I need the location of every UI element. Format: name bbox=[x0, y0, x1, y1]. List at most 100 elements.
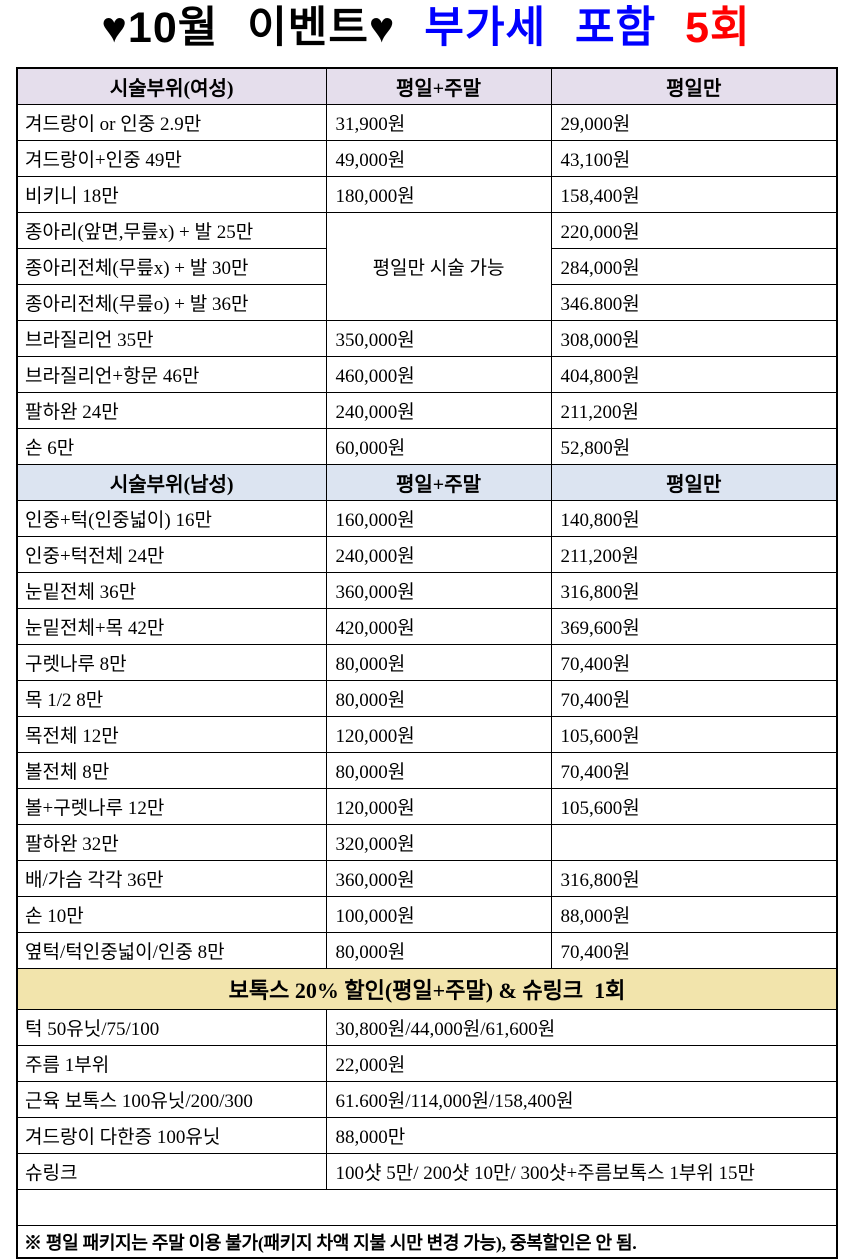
men-price-row: 옆턱/턱인중넓이/인중 8만 80,000원 70,400원 bbox=[16, 932, 838, 970]
botox-price-row: 주름 1부위 22,000원 bbox=[16, 1045, 838, 1083]
price-weekday-only-cell: 70,400원 bbox=[550, 752, 838, 790]
price-weekday-weekend-cell: 80,000원 bbox=[325, 932, 552, 970]
price-weekday-weekend-cell: 460,000원 bbox=[325, 356, 552, 394]
price-weekday-only-cell: 404,800원 bbox=[550, 356, 838, 394]
women-section-header-cell: 평일만 bbox=[550, 67, 838, 106]
price-weekday-weekend-cell: 80,000원 bbox=[325, 752, 552, 790]
men-price-row: 구렛나루 8만 80,000원 70,400원 bbox=[16, 644, 838, 682]
men-price-row: 손 10만 100,000원 88,000원 bbox=[16, 896, 838, 934]
price-weekday-only-cell: 211,200원 bbox=[550, 536, 838, 574]
procedure-cell: 목 1/2 8만 bbox=[16, 680, 327, 718]
women-price-row: 브라질리언 35만 350,000원 308,000원 bbox=[16, 320, 838, 358]
procedure-cell: 목전체 12만 bbox=[16, 716, 327, 754]
price-weekday-weekend-cell: 240,000원 bbox=[325, 536, 552, 574]
men-price-row: 목전체 12만 120,000원 105,600원 bbox=[16, 716, 838, 754]
botox-price-row: 슈링크 100샷 5만/ 200샷 10만/ 300샷+주름보톡스 1부위 15만 bbox=[16, 1153, 838, 1191]
procedure-cell: 팔하완 32만 bbox=[16, 824, 327, 862]
procedure-cell: 인중+턱전체 24만 bbox=[16, 536, 327, 574]
procedure-cell: 브라질리언 35만 bbox=[16, 320, 327, 358]
price-table-body: 시술부위(여성) 평일+주말 평일만 겨드랑이 or 인중 2.9만 31,900원 29… bbox=[16, 67, 838, 1259]
price-weekday-only-cell: 369,600원 bbox=[550, 608, 838, 646]
women-section-header-cell: 평일+주말 bbox=[325, 67, 552, 106]
price-weekday-weekend-cell: 49,000원 bbox=[325, 140, 552, 178]
procedure-cell: 비키니 18만 bbox=[16, 176, 327, 214]
procedure-cell: 브라질리언+항문 46만 bbox=[16, 356, 327, 394]
price-cell: 22,000원 bbox=[325, 1045, 838, 1083]
men-section-header-cell: 평일만 bbox=[550, 464, 838, 502]
page-title: ♥10월 이벤트♥ 부가세 포함 5회 bbox=[0, 0, 852, 53]
empty-row bbox=[16, 1189, 838, 1227]
price-weekday-weekend-cell: 160,000원 bbox=[325, 500, 552, 538]
procedure-cell: 겨드랑이 다한증 100유닛 bbox=[16, 1117, 327, 1155]
men-price-row: 볼전체 8만 80,000원 70,400원 bbox=[16, 752, 838, 790]
procedure-cell: 턱 50유닛/75/100 bbox=[16, 1009, 327, 1047]
price-weekday-weekend-cell: 180,000원 bbox=[325, 176, 552, 214]
price-weekday-only-cell: 316,800원 bbox=[550, 860, 838, 898]
title-vat-included-text: 부가세 포함 bbox=[424, 4, 657, 52]
men-price-row: 목 1/2 8만 80,000원 70,400원 bbox=[16, 680, 838, 718]
price-weekday-weekend-cell: 420,000원 bbox=[325, 608, 552, 646]
price-weekday-weekend-cell: 320,000원 bbox=[325, 824, 552, 862]
procedure-cell: 구렛나루 8만 bbox=[16, 644, 327, 682]
procedure-cell: 종아리전체(무릎o) + 발 36만 bbox=[16, 284, 327, 322]
price-weekday-weekend-cell: 80,000원 bbox=[325, 680, 552, 718]
price-weekday-only-cell: 220,000원 bbox=[550, 212, 838, 250]
men-section-header-cell: 평일+주말 bbox=[325, 464, 552, 502]
weekday-only-note-cell: 평일만 시술 가능 bbox=[325, 212, 552, 322]
men-price-row: 인중+턱전체 24만 240,000원 211,200원 bbox=[16, 536, 838, 574]
price-weekday-only-cell: 29,000원 bbox=[550, 104, 838, 142]
price-cell: 100샷 5만/ 200샷 10만/ 300샷+주름보톡스 1부위 15만 bbox=[325, 1153, 838, 1191]
men-price-row: 볼+구렛나루 12만 120,000원 105,600원 bbox=[16, 788, 838, 826]
price-weekday-only-cell: 70,400원 bbox=[550, 644, 838, 682]
women-price-row: 팔하완 24만 240,000원 211,200원 bbox=[16, 392, 838, 430]
procedure-cell: 근육 보톡스 100유닛/200/300 bbox=[16, 1081, 327, 1119]
botox-section-header-cell: 보톡스 20% 할인(평일+주말) & 슈링크 1회 bbox=[16, 968, 838, 1011]
women-price-row: 비키니 18만 180,000원 158,400원 bbox=[16, 176, 838, 214]
women-price-row: 종아리전체(무릎o) + 발 36만 346.800원 bbox=[16, 284, 838, 322]
procedure-cell: 손 10만 bbox=[16, 896, 327, 934]
price-weekday-only-cell: 211,200원 bbox=[550, 392, 838, 430]
procedure-cell: 팔하완 24만 bbox=[16, 392, 327, 430]
title-event-text: ♥10월 이벤트♥ bbox=[101, 4, 396, 52]
price-weekday-weekend-cell: 350,000원 bbox=[325, 320, 552, 358]
women-price-row: 종아리전체(무릎x) + 발 30만 284,000원 bbox=[16, 248, 838, 286]
title-session-count-text: 5회 bbox=[685, 4, 751, 52]
price-weekday-weekend-cell: 240,000원 bbox=[325, 392, 552, 430]
procedure-cell: 주름 1부위 bbox=[16, 1045, 327, 1083]
price-weekday-only-cell: 308,000원 bbox=[550, 320, 838, 358]
botox-price-row: 겨드랑이 다한증 100유닛 88,000만 bbox=[16, 1117, 838, 1155]
procedure-cell: 옆턱/턱인중넓이/인중 8만 bbox=[16, 932, 327, 970]
price-weekday-weekend-cell: 360,000원 bbox=[325, 860, 552, 898]
women-price-row: 겨드랑이 or 인중 2.9만 31,900원 29,000원 bbox=[16, 104, 838, 142]
price-weekday-weekend-cell: 100,000원 bbox=[325, 896, 552, 934]
price-weekday-only-cell: 43,100원 bbox=[550, 140, 838, 178]
procedure-cell: 슈링크 bbox=[16, 1153, 327, 1191]
men-section-header-cell: 시술부위(남성) bbox=[16, 464, 327, 502]
price-cell: 30,800원/44,000원/61,600원 bbox=[325, 1009, 838, 1047]
procedure-cell: 볼+구렛나루 12만 bbox=[16, 788, 327, 826]
procedure-cell: 볼전체 8만 bbox=[16, 752, 327, 790]
women-price-row: 손 6만 60,000원 52,800원 bbox=[16, 428, 838, 466]
procedure-cell: 손 6만 bbox=[16, 428, 327, 466]
procedure-cell: 겨드랑이+인중 49만 bbox=[16, 140, 327, 178]
men-price-row: 인중+턱(인중넓이) 16만 160,000원 140,800원 bbox=[16, 500, 838, 538]
price-weekday-only-cell bbox=[550, 824, 838, 862]
price-weekday-only-cell: 105,600원 bbox=[550, 716, 838, 754]
botox-header-row: 보톡스 20% 할인(평일+주말) & 슈링크 1회 bbox=[16, 968, 838, 1011]
price-weekday-only-cell: 284,000원 bbox=[550, 248, 838, 286]
men-price-row: 눈밑전체 36만 360,000원 316,800원 bbox=[16, 572, 838, 610]
procedure-cell: 눈밑전체 36만 bbox=[16, 572, 327, 610]
women-price-row: 브라질리언+항문 46만 460,000원 404,800원 bbox=[16, 356, 838, 394]
price-weekday-weekend-cell: 120,000원 bbox=[325, 716, 552, 754]
price-weekday-only-cell: 52,800원 bbox=[550, 428, 838, 466]
price-weekday-only-cell: 105,600원 bbox=[550, 788, 838, 826]
price-weekday-weekend-cell: 60,000원 bbox=[325, 428, 552, 466]
price-weekday-only-cell: 158,400원 bbox=[550, 176, 838, 214]
botox-price-row: 근육 보톡스 100유닛/200/300 61.600원/114,000원/158… bbox=[16, 1081, 838, 1119]
price-weekday-only-cell: 140,800원 bbox=[550, 500, 838, 538]
price-weekday-only-cell: 88,000원 bbox=[550, 896, 838, 934]
footnote-row: ※ 평일 패키지는 주말 이용 불가(패키지 차액 지불 시만 변경 가능), … bbox=[16, 1225, 838, 1259]
men-price-row: 눈밑전체+목 42만 420,000원 369,600원 bbox=[16, 608, 838, 646]
men-price-row: 팔하완 32만 320,000원 bbox=[16, 824, 838, 862]
women-section-header-cell: 시술부위(여성) bbox=[16, 67, 327, 106]
